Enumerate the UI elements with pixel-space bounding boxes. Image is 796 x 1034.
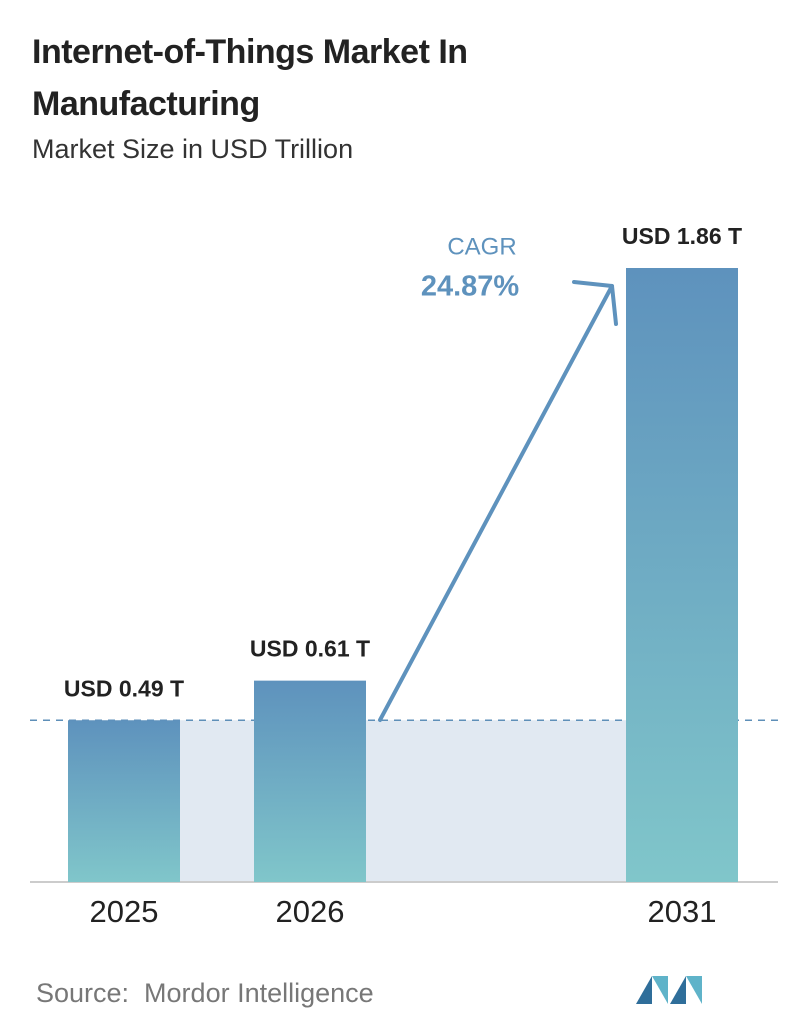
x-tick-label: 2025 xyxy=(90,894,159,929)
cagr-arrow xyxy=(378,284,614,722)
chart-title: Internet-of-Things Market In Manufacturi… xyxy=(32,33,468,123)
value-label: USD 0.49 T xyxy=(64,675,184,701)
cagr-value: 24.87% xyxy=(421,271,520,303)
logo xyxy=(636,976,702,1004)
source: Source: Mordor Intelligence xyxy=(36,978,374,1008)
value-label: USD 0.61 T xyxy=(250,636,370,662)
x-tick-label: 2026 xyxy=(276,894,345,929)
x-tick-label: 2031 xyxy=(648,894,717,929)
cagr-arrowhead xyxy=(572,280,618,326)
shaded-region xyxy=(180,720,626,882)
chart-subtitle: Market Size in USD Trillion xyxy=(32,134,354,164)
bar xyxy=(68,720,180,882)
value-label: USD 1.86 T xyxy=(622,223,742,249)
bar xyxy=(254,680,366,882)
cagr-label: CAGR xyxy=(447,233,516,260)
bar xyxy=(626,268,738,882)
